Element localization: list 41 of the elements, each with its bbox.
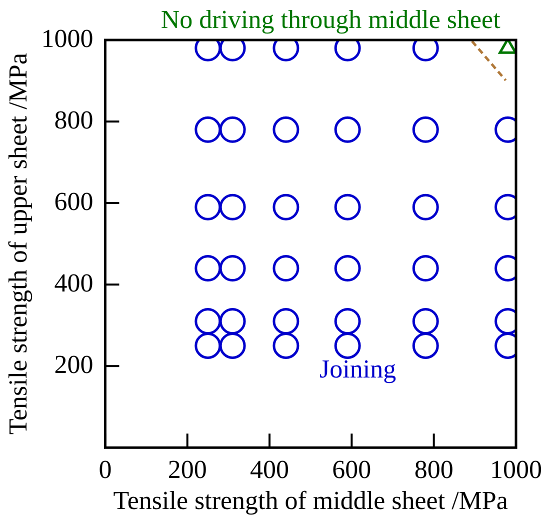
x-tick-label: 800: [414, 455, 454, 484]
point: [219, 116, 246, 143]
point: [412, 116, 439, 143]
y-tick-label: 200: [54, 350, 94, 379]
y-tick-label: 800: [54, 105, 94, 134]
point: [194, 332, 222, 359]
point: [194, 116, 222, 143]
y-axis-title: Tensile strength of upper sheet /MPa: [3, 52, 32, 435]
point: [334, 194, 361, 220]
x-tick-label: 400: [250, 455, 290, 484]
point: [334, 332, 361, 359]
y-tick-label: 1000: [41, 24, 94, 53]
point: [412, 255, 439, 282]
point: [412, 194, 439, 220]
point: [194, 255, 222, 282]
series-label: No driving through middle sheet: [160, 4, 502, 34]
point: [272, 308, 300, 334]
point: [219, 194, 246, 220]
point: [219, 255, 246, 282]
x-axis-title: Tensile strength of middle sheet /MPa: [113, 486, 508, 516]
x-tick-label: 0: [98, 455, 112, 484]
x-tick-label: 1000: [490, 455, 542, 484]
point: [219, 308, 246, 334]
y-tick-label: 400: [54, 268, 94, 298]
x-tick-label: 600: [332, 455, 372, 484]
point: [412, 332, 439, 359]
point: [219, 332, 246, 359]
point: [194, 308, 222, 334]
y-tick-label: 600: [54, 186, 94, 216]
point: [272, 116, 300, 143]
point: [334, 255, 361, 282]
series-label: Joining: [320, 354, 396, 384]
point: [272, 255, 300, 282]
point: [498, 40, 516, 54]
point: [334, 116, 361, 143]
point: [412, 308, 439, 334]
point: [272, 194, 300, 220]
x-tick-label: 200: [168, 455, 207, 484]
point: [334, 308, 361, 334]
point: [272, 332, 300, 359]
point: [194, 194, 222, 220]
